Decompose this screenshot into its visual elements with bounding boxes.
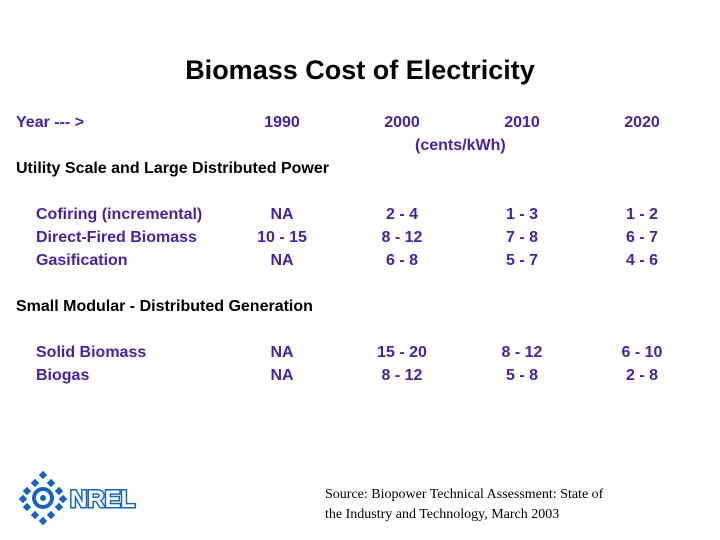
- table-cell: 6 - 8: [385, 252, 418, 269]
- table-cell: NA: [270, 367, 294, 384]
- table-cell: 2 - 4: [385, 206, 418, 223]
- source-citation: Source: Biopower Technical Assessment: S…: [325, 485, 665, 525]
- source-line-1: Source: Biopower Technical Assessment: S…: [325, 487, 604, 502]
- table-cell: 2 - 8: [625, 367, 658, 384]
- row-label-cofiring: Cofiring (incremental): [36, 206, 203, 223]
- table-cell: 7 - 8: [505, 229, 538, 246]
- table-cell: 10 - 15: [257, 229, 307, 246]
- table-cell: 15 - 20: [377, 344, 427, 361]
- table-cell: NA: [270, 252, 294, 269]
- table-cell: 8 - 12: [501, 344, 543, 361]
- table-cell: 8 - 12: [381, 229, 423, 246]
- table-cell: 1 - 2: [625, 206, 658, 223]
- nrel-logo-icon: NREL: [18, 470, 137, 526]
- year-2000-header: 2000: [384, 114, 420, 131]
- nrel-logo: NREL: [18, 470, 140, 531]
- year-1990-header: 1990: [264, 114, 300, 131]
- units-label: (cents/kWh): [415, 137, 506, 154]
- year-header-label: Year --- >: [16, 114, 85, 131]
- table-cell: 5 - 8: [505, 367, 538, 384]
- section-title-small-modular: Small Modular - Distributed Generation: [16, 298, 313, 315]
- row-label-solid-biomass: Solid Biomass: [36, 344, 147, 361]
- nrel-logo-text: NREL: [70, 486, 135, 513]
- row-label-gasification: Gasification: [36, 252, 128, 269]
- year-2020-header: 2020: [624, 114, 660, 131]
- table-cell: 5 - 7: [505, 252, 538, 269]
- table-cell: 8 - 12: [381, 367, 423, 384]
- row-label-biogas: Biogas: [36, 367, 90, 384]
- table-cell: 6 - 10: [621, 344, 663, 361]
- row-label-direct-fired: Direct-Fired Biomass: [36, 229, 197, 246]
- page-title: Biomass Cost of Electricity: [185, 55, 535, 85]
- source-line-2: the Industry and Technology, March 2003: [325, 507, 560, 522]
- table-cell: 1 - 3: [505, 206, 538, 223]
- year-2010-header: 2010: [504, 114, 540, 131]
- table-cell: NA: [270, 344, 294, 361]
- table-cell: 6 - 7: [625, 229, 658, 246]
- table-cell: NA: [270, 206, 294, 223]
- section-title-utility: Utility Scale and Large Distributed Powe…: [16, 160, 329, 177]
- table-cell: 4 - 6: [625, 252, 658, 269]
